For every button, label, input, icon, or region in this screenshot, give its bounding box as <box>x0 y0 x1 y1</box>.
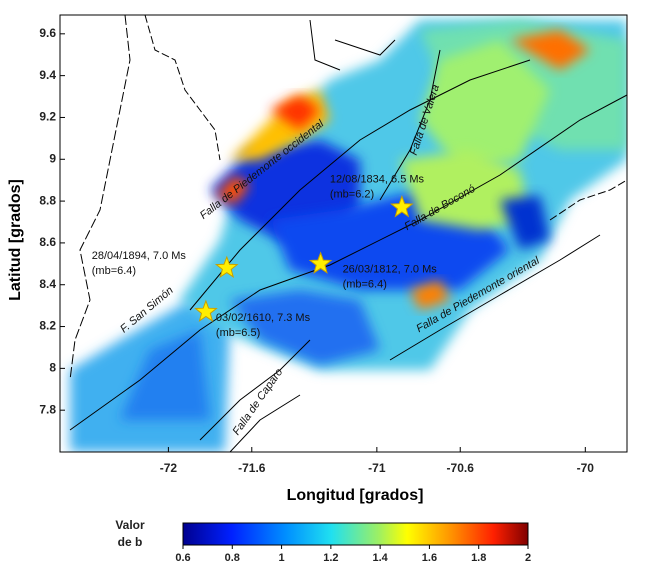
y-tick-label: 7.8 <box>39 402 56 416</box>
b-value-field <box>70 20 627 452</box>
coast-and-faults <box>69 15 627 452</box>
colorbar-tick-label: 0.8 <box>225 552 240 564</box>
earthquake-star <box>194 299 218 322</box>
y-tick-label: 8.2 <box>39 319 56 333</box>
colorbar-tick-label: 1.2 <box>323 552 338 564</box>
colorbar <box>182 522 529 546</box>
earthquake-label: 26/03/1812, 7.0 Ms <box>343 264 438 276</box>
earthquake-mb: (mb=6.4) <box>92 265 136 277</box>
y-tick-label: 8.4 <box>39 277 56 291</box>
earthquake-star <box>214 255 239 279</box>
y-axis-title: Latitud [grados] <box>7 179 24 301</box>
earthquake-mb: (mb=6.4) <box>343 279 387 291</box>
y-tick-label: 8.6 <box>39 235 56 249</box>
earthquake-mb: (mb=6.5) <box>216 327 260 339</box>
colorbar-title: Valor <box>115 518 145 532</box>
x-tick-label: -71.6 <box>238 461 266 475</box>
x-tick-label: -70.6 <box>447 461 475 475</box>
x-tick-label: -72 <box>160 461 178 475</box>
y-tick-label: 9 <box>49 151 56 165</box>
fault-label: Falla de Caparo <box>231 366 286 437</box>
colorbar-tick-label: 1.8 <box>471 552 486 564</box>
y-tick-label: 8 <box>49 361 56 375</box>
earthquake-label: 28/04/1894, 7.0 Ms <box>92 250 187 262</box>
y-tick-label: 8.8 <box>39 193 56 207</box>
colorbar-tick-label: 1.4 <box>372 552 388 564</box>
x-tick-label: -71 <box>368 461 386 475</box>
colorbar-title: de b <box>118 535 143 549</box>
colorbar-tick-label: 2 <box>525 552 531 564</box>
colorbar-tick-label: 0.6 <box>175 552 190 564</box>
x-tick-label: -70 <box>577 461 595 475</box>
x-axis-title: Longitud [grados] <box>287 487 424 504</box>
colorbar-tick-label: 1 <box>279 552 285 564</box>
plot-frame <box>59 14 628 453</box>
colorbar-tick-label: 1.6 <box>422 552 437 564</box>
earthquake-star <box>390 194 414 218</box>
earthquake-star <box>308 251 333 274</box>
y-tick-label: 9.6 <box>39 26 56 40</box>
earthquake-label: 03/02/1610, 7.3 Ms <box>216 312 311 324</box>
y-tick-label: 9.2 <box>39 110 56 124</box>
y-tick-label: 9.4 <box>39 68 56 82</box>
earthquake-mb: (mb=6.2) <box>330 188 374 200</box>
earthquake-label: 12/08/1834, 6.5 Ms <box>330 173 425 185</box>
